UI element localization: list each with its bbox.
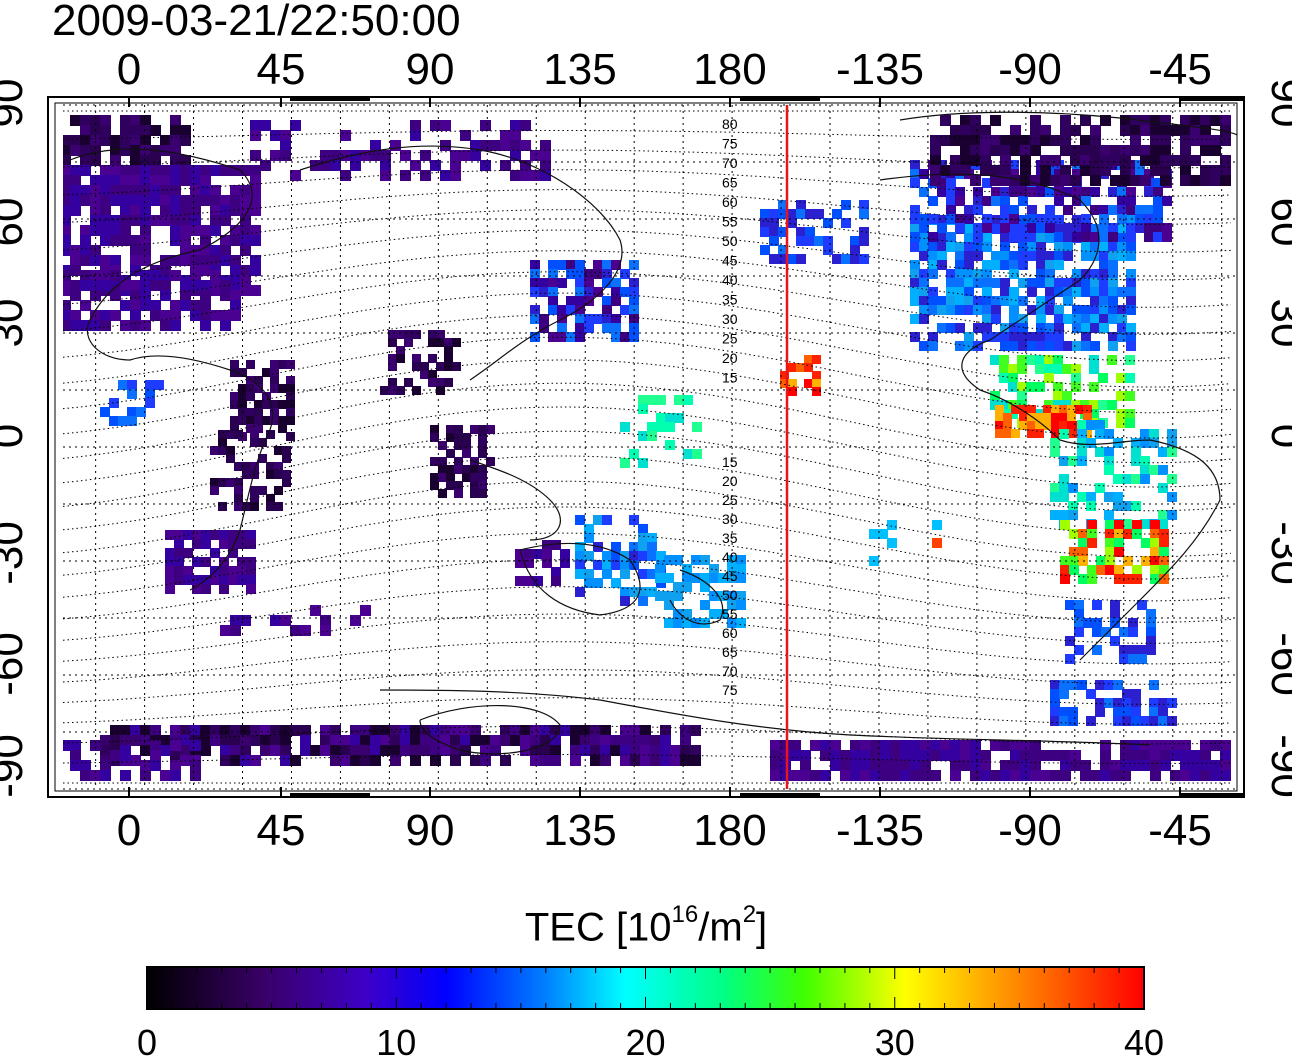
contour-label: 30 xyxy=(722,311,738,327)
colorbar-tick-label: 0 xyxy=(136,1022,158,1063)
lon-tick-label: 180 xyxy=(693,806,766,855)
colorbar-tick-label: 20 xyxy=(625,1022,666,1063)
colorbar-tick-label: 30 xyxy=(874,1022,915,1063)
contour-label: 20 xyxy=(722,473,738,489)
lon-tick-label: 90 xyxy=(406,806,455,855)
lon-tick-label: 45 xyxy=(257,806,306,855)
contour-label: 40 xyxy=(722,549,738,565)
contour-label: 65 xyxy=(722,175,738,191)
lon-tick-label: -45 xyxy=(1148,806,1212,855)
lon-tick-label: 90 xyxy=(406,45,455,94)
lat-tick-label: 30 xyxy=(1262,299,1292,348)
lon-tick-label: 135 xyxy=(543,45,616,94)
contour-labels: 80 75 70 65 60 55 50 45 40 35 30 25 20 15 15 20 25 30 35 40… xyxy=(722,116,738,698)
left-latitude-ticks: 90 60 30 0 -30 -60 -90 xyxy=(0,79,32,798)
contour-label: 40 xyxy=(722,272,738,288)
contour-label: 15 xyxy=(722,370,738,386)
lat-tick-label: 60 xyxy=(0,198,32,247)
lat-tick-label: 90 xyxy=(0,79,32,128)
contour-label: 25 xyxy=(722,492,738,508)
contour-label: 55 xyxy=(722,606,738,622)
lon-tick-label: -90 xyxy=(998,806,1062,855)
contour-label: 60 xyxy=(722,625,738,641)
frame-tick-marks xyxy=(128,97,1244,797)
lat-tick-label: 60 xyxy=(1262,198,1292,247)
colorbar-title: TEC [1016/m2] xyxy=(524,901,768,950)
lon-tick-label: 45 xyxy=(257,45,306,94)
contour-label: 35 xyxy=(722,530,738,546)
right-latitude-ticks: 90 60 30 0 -30 -60 -90 xyxy=(1262,79,1292,798)
contour-label: 60 xyxy=(722,194,738,210)
coastlines xyxy=(69,111,1238,755)
lat-tick-label: -90 xyxy=(1262,734,1292,798)
lon-tick-label: 180 xyxy=(693,45,766,94)
lat-tick-label: -60 xyxy=(1262,632,1292,696)
contour-label: 45 xyxy=(722,253,738,269)
contour-label: 80 xyxy=(722,116,738,132)
lon-tick-label: -135 xyxy=(836,45,924,94)
contour-label: 55 xyxy=(722,214,738,230)
lon-tick-label: -45 xyxy=(1148,45,1212,94)
contour-label: 50 xyxy=(722,233,738,249)
lat-tick-label: 30 xyxy=(0,299,32,348)
contour-label: 70 xyxy=(722,663,738,679)
colorbar-tick-marks xyxy=(146,967,1145,1009)
lat-lon-grid xyxy=(63,104,1238,790)
top-longitude-ticks: 0 45 90 135 180 -135 -90 -45 xyxy=(117,45,1212,94)
contour-label: 75 xyxy=(722,682,738,698)
lon-tick-label: 135 xyxy=(543,806,616,855)
lat-tick-label: -30 xyxy=(0,521,32,585)
contour-label: 25 xyxy=(722,331,738,347)
lat-tick-label: -60 xyxy=(0,632,32,696)
lon-tick-label: -90 xyxy=(998,45,1062,94)
lat-tick-label: -90 xyxy=(0,734,32,798)
lon-tick-label: 0 xyxy=(117,45,141,94)
contour-label: 65 xyxy=(722,644,738,660)
contour-label: 50 xyxy=(722,587,738,603)
lat-tick-label: 0 xyxy=(1262,424,1292,448)
lon-tick-label: 0 xyxy=(117,806,141,855)
contour-label: 15 xyxy=(722,454,738,470)
contour-label: 45 xyxy=(722,568,738,584)
timestamp-title: 2009-03-21/22:50:00 xyxy=(52,0,461,45)
bottom-longitude-ticks: 0 45 90 135 180 -135 -90 -45 xyxy=(117,806,1212,855)
contour-label: 20 xyxy=(722,350,738,366)
lon-tick-label: -135 xyxy=(836,806,924,855)
contour-label: 35 xyxy=(722,292,738,308)
lat-tick-label: 0 xyxy=(0,424,32,448)
colorbar-tick-label: 10 xyxy=(376,1022,417,1063)
contour-label: 70 xyxy=(722,155,738,171)
contour-label: 30 xyxy=(722,511,738,527)
contour-label: 75 xyxy=(722,136,738,152)
colorbar-tick-label: 40 xyxy=(1123,1022,1165,1063)
lat-tick-label: -30 xyxy=(1262,521,1292,585)
lat-tick-label: 90 xyxy=(1262,79,1292,128)
magnetic-latitude-contours xyxy=(63,110,1232,784)
